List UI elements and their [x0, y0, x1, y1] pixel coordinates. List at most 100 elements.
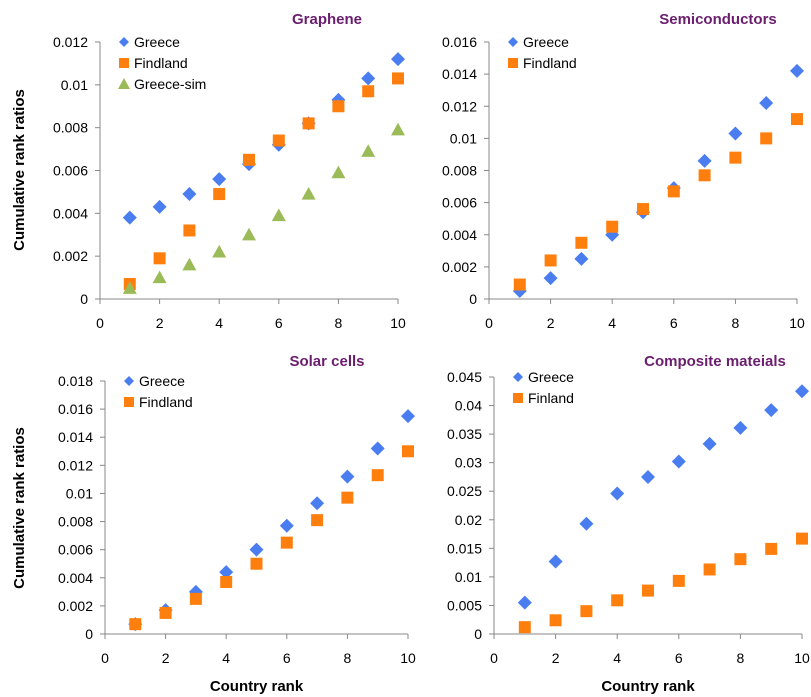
y-tick-label: 0.012	[58, 457, 93, 473]
data-point	[361, 71, 375, 85]
y-tick-label: 0	[469, 291, 477, 307]
x-tick-label: 10	[400, 650, 416, 666]
x-tick-label: 8	[335, 315, 343, 331]
y-tick-label: 0.01	[61, 77, 88, 93]
y-tick-label: 0.014	[442, 66, 477, 82]
data-point	[610, 487, 624, 501]
data-point	[280, 519, 294, 533]
chart-panel: 0 0.002 0.004 0.006 0.008 0.01 0.012 0.014 0.016…	[442, 11, 805, 331]
data-point	[242, 228, 256, 241]
legend-label: Greece	[134, 34, 180, 50]
data-point	[281, 537, 293, 549]
legend-item: Findland	[124, 394, 193, 410]
legend-label: Findland	[523, 55, 577, 71]
data-point	[519, 621, 531, 633]
x-tick-label: 6	[675, 650, 683, 666]
data-point	[273, 135, 285, 147]
data-point	[699, 169, 711, 181]
y-tick-label: 0.01	[66, 485, 93, 501]
x-tick-label: 6	[283, 650, 291, 666]
y-tick-label: 0.004	[58, 570, 93, 586]
x-tick-label: 8	[732, 315, 740, 331]
legend-item: Greece	[119, 34, 180, 50]
data-point	[544, 271, 558, 285]
data-point	[371, 441, 385, 455]
legend-label: Findland	[139, 394, 193, 410]
data-point	[580, 605, 592, 617]
data-point	[361, 144, 375, 157]
data-point	[673, 575, 685, 587]
data-point	[549, 554, 563, 568]
y-tick-label: 0.016	[442, 34, 477, 50]
data-point	[220, 576, 232, 588]
x-tick-label: 2	[552, 650, 560, 666]
legend-item: Findland	[508, 55, 577, 71]
y-tick-label: 0.025	[447, 483, 482, 499]
data-point	[672, 455, 686, 469]
legend-marker	[508, 37, 518, 47]
y-tick-label: 0.006	[53, 163, 88, 179]
data-point	[575, 237, 587, 249]
data-point	[668, 185, 680, 197]
x-tick-label: 4	[215, 315, 223, 331]
y-tick-label: 0.002	[53, 248, 88, 264]
data-point	[391, 123, 405, 136]
data-point	[703, 437, 717, 451]
x-tick-label: 10	[794, 650, 810, 666]
chart-title: Composite mateials	[644, 353, 786, 370]
chart-panel: 0 0.005 0.01 0.015 0.02 0.025 0.03 0.035 0.04 0.0…	[447, 353, 810, 695]
data-point	[391, 52, 405, 66]
data-point	[303, 117, 315, 129]
data-point	[212, 245, 226, 258]
x-tick-label: 2	[547, 315, 555, 331]
data-point	[574, 252, 588, 266]
x-tick-label: 4	[608, 315, 616, 331]
legend-marker	[513, 372, 523, 382]
data-point	[641, 470, 655, 484]
data-point	[765, 543, 777, 555]
data-point	[272, 208, 286, 221]
data-point	[729, 152, 741, 164]
y-tick-label: 0.008	[53, 120, 88, 136]
y-tick-label: 0	[80, 291, 88, 307]
y-tick-label: 0.006	[442, 195, 477, 211]
data-point	[340, 470, 354, 484]
data-point	[764, 403, 778, 417]
y-tick-label: 0.045	[447, 369, 482, 385]
legend-item: Greece	[513, 369, 574, 385]
y-tick-label: 0.01	[455, 569, 482, 585]
data-point	[760, 132, 772, 144]
data-point	[129, 618, 141, 630]
x-tick-label: 10	[789, 315, 805, 331]
data-point	[250, 543, 264, 557]
data-point	[311, 514, 323, 526]
x-axis-label: Country rank	[210, 678, 304, 695]
chart-title: Semiconductors	[659, 11, 777, 28]
y-tick-label: 0.01	[450, 130, 477, 146]
x-tick-label: 2	[162, 650, 170, 666]
legend-label: Finland	[528, 390, 574, 406]
data-point	[190, 593, 202, 605]
x-tick-label: 10	[390, 315, 406, 331]
y-tick-label: 0.012	[53, 34, 88, 50]
y-tick-label: 0	[85, 626, 93, 642]
legend-marker	[124, 376, 134, 386]
y-tick-label: 0.02	[455, 512, 482, 528]
legend-label: Greece-sim	[134, 76, 206, 92]
data-point	[182, 187, 196, 201]
y-tick-label: 0.016	[58, 401, 93, 417]
y-tick-label: 0.04	[455, 398, 482, 414]
x-tick-label: 6	[670, 315, 678, 331]
x-tick-label: 2	[156, 315, 164, 331]
legend-marker	[119, 58, 129, 68]
data-point	[160, 607, 172, 619]
legend-label: Greece	[139, 373, 185, 389]
y-tick-label: 0.004	[53, 205, 88, 221]
legend-label: Greece	[528, 369, 574, 385]
legend-label: Findland	[134, 55, 188, 71]
y-tick-label: 0.005	[447, 597, 482, 613]
x-tick-label: 4	[613, 650, 621, 666]
data-point	[550, 614, 562, 626]
legend-item: Greece-sim	[118, 76, 206, 92]
